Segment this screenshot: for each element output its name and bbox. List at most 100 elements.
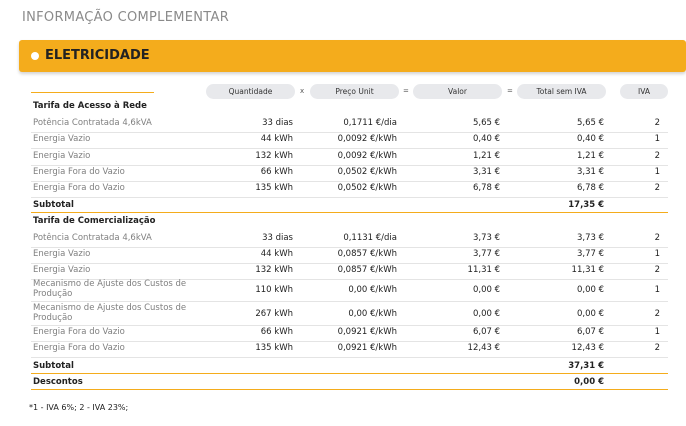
row-label: Mecanismo de Ajuste dos Custos de Produç… — [33, 279, 187, 299]
row-value: 12,43 € — [467, 343, 500, 353]
table-row: Energia Fora do Vazio 66 kWh 0,0921 €/kW… — [31, 327, 668, 342]
group-title: Tarifa de Comercialização — [31, 216, 668, 230]
descontos-label: Descontos — [33, 377, 83, 387]
subtotal-value: 37,31 € — [568, 361, 604, 371]
row-total: 0,40 € — [576, 134, 604, 144]
page-title: INFORMAÇÃO COMPLEMENTAR — [22, 10, 230, 25]
row-label: Energia Fora do Vazio — [33, 167, 125, 177]
row-total: 6,07 € — [576, 327, 604, 337]
row-value: 0,00 € — [472, 285, 500, 295]
row-unit-price: 0,0921 €/kWh — [337, 343, 397, 353]
row-label: Energia Vazio — [33, 265, 91, 275]
bullet-icon — [31, 52, 39, 60]
row-iva: 2 — [654, 183, 660, 193]
table-row: Potência Contratada 4,6kVA 33 dias 0,171… — [31, 118, 668, 133]
header-operator-multiply: x — [300, 87, 305, 95]
group-title: Tarifa de Acesso à Rede — [31, 101, 668, 115]
row-unit-price: 0,00 €/kWh — [348, 285, 397, 295]
row-unit-price: 0,00 €/kWh — [348, 309, 397, 319]
row-total: 5,65 € — [576, 118, 604, 128]
row-quantity: 66 kWh — [260, 167, 293, 177]
row-iva: 1 — [654, 327, 660, 337]
row-value: 6,07 € — [472, 327, 500, 337]
row-label: Energia Fora do Vazio — [33, 183, 125, 193]
row-iva: 2 — [654, 118, 660, 128]
row-total: 3,77 € — [576, 249, 604, 259]
row-unit-price: 0,1711 €/dia — [343, 118, 397, 128]
row-value: 5,65 € — [472, 118, 500, 128]
row-value: 3,73 € — [472, 233, 500, 243]
row-quantity: 110 kWh — [255, 285, 293, 295]
row-total: 3,31 € — [576, 167, 604, 177]
row-unit-price: 0,0502 €/kWh — [337, 183, 397, 193]
row-total: 1,21 € — [576, 151, 604, 161]
section-header-eletricidade: ELETRICIDADE — [19, 40, 686, 72]
row-iva: 2 — [654, 151, 660, 161]
row-label: Energia Fora do Vazio — [33, 343, 125, 353]
row-iva: 1 — [654, 134, 660, 144]
row-value: 0,40 € — [472, 134, 500, 144]
row-unit-price: 0,0857 €/kWh — [337, 249, 397, 259]
subtotal-label: Subtotal — [33, 361, 74, 371]
row-iva: 2 — [654, 233, 660, 243]
header-total-sem-iva: Total sem IVA — [517, 84, 606, 99]
row-unit-price: 0,0921 €/kWh — [337, 327, 397, 337]
header-quantidade: Quantidade — [206, 84, 295, 99]
header-valor: Valor — [413, 84, 502, 99]
row-label: Potência Contratada 4,6kVA — [33, 118, 152, 128]
row-quantity: 267 kWh — [255, 309, 293, 319]
iva-footnote: *1 - IVA 6%; 2 - IVA 23%; — [29, 403, 129, 412]
table-row: Mecanismo de Ajuste dos Custos de Produç… — [31, 279, 668, 302]
row-quantity: 33 dias — [262, 233, 293, 243]
row-total: 12,43 € — [571, 343, 604, 353]
descontos-row: Descontos 0,00 € — [31, 377, 668, 390]
table-row: Potência Contratada 4,6kVA 33 dias 0,113… — [31, 233, 668, 248]
row-value: 1,21 € — [472, 151, 500, 161]
row-unit-price: 0,0502 €/kWh — [337, 167, 397, 177]
row-value: 6,78 € — [472, 183, 500, 193]
row-quantity: 135 kWh — [255, 183, 293, 193]
header-operator-equals: = — [507, 87, 513, 95]
table-row: Energia Fora do Vazio 135 kWh 0,0921 €/k… — [31, 343, 668, 358]
header-operator-equals: = — [403, 87, 409, 95]
row-iva: 2 — [654, 309, 660, 319]
row-total: 0,00 € — [576, 309, 604, 319]
row-iva: 2 — [654, 343, 660, 353]
row-quantity: 44 kWh — [260, 134, 293, 144]
row-quantity: 44 kWh — [260, 249, 293, 259]
subtotal-row: Subtotal 17,35 € — [31, 200, 668, 213]
table-row: Energia Vazio 132 kWh 0,0857 €/kWh 11,31… — [31, 265, 668, 280]
row-quantity: 132 kWh — [255, 265, 293, 275]
row-value: 3,77 € — [472, 249, 500, 259]
row-iva: 1 — [654, 249, 660, 259]
table-row: Energia Vazio 44 kWh 0,0857 €/kWh 3,77 €… — [31, 249, 668, 264]
row-total: 6,78 € — [576, 183, 604, 193]
row-unit-price: 0,0092 €/kWh — [337, 151, 397, 161]
row-iva: 2 — [654, 265, 660, 275]
group-title-label: Tarifa de Comercialização — [33, 216, 156, 226]
row-quantity: 132 kWh — [255, 151, 293, 161]
row-label: Potência Contratada 4,6kVA — [33, 233, 152, 243]
header-iva: IVA — [620, 84, 668, 99]
header-underline — [31, 92, 154, 93]
row-label: Energia Vazio — [33, 134, 91, 144]
row-total: 0,00 € — [576, 285, 604, 295]
row-quantity: 66 kWh — [260, 327, 293, 337]
row-iva: 1 — [654, 167, 660, 177]
row-iva: 1 — [654, 285, 660, 295]
row-value: 11,31 € — [467, 265, 500, 275]
row-total: 3,73 € — [576, 233, 604, 243]
table-row: Energia Fora do Vazio 135 kWh 0,0502 €/k… — [31, 183, 668, 198]
group-title-label: Tarifa de Acesso à Rede — [33, 101, 147, 111]
section-title: ELETRICIDADE — [45, 48, 150, 63]
row-quantity: 135 kWh — [255, 343, 293, 353]
descontos-value: 0,00 € — [574, 377, 604, 387]
subtotal-value: 17,35 € — [568, 200, 604, 210]
row-value: 0,00 € — [472, 309, 500, 319]
header-preco-unit: Preço Unit — [310, 84, 399, 99]
row-unit-price: 0,1131 €/dia — [343, 233, 397, 243]
row-unit-price: 0,0857 €/kWh — [337, 265, 397, 275]
row-label: Energia Fora do Vazio — [33, 327, 125, 337]
row-label: Energia Vazio — [33, 151, 91, 161]
row-quantity: 33 dias — [262, 118, 293, 128]
